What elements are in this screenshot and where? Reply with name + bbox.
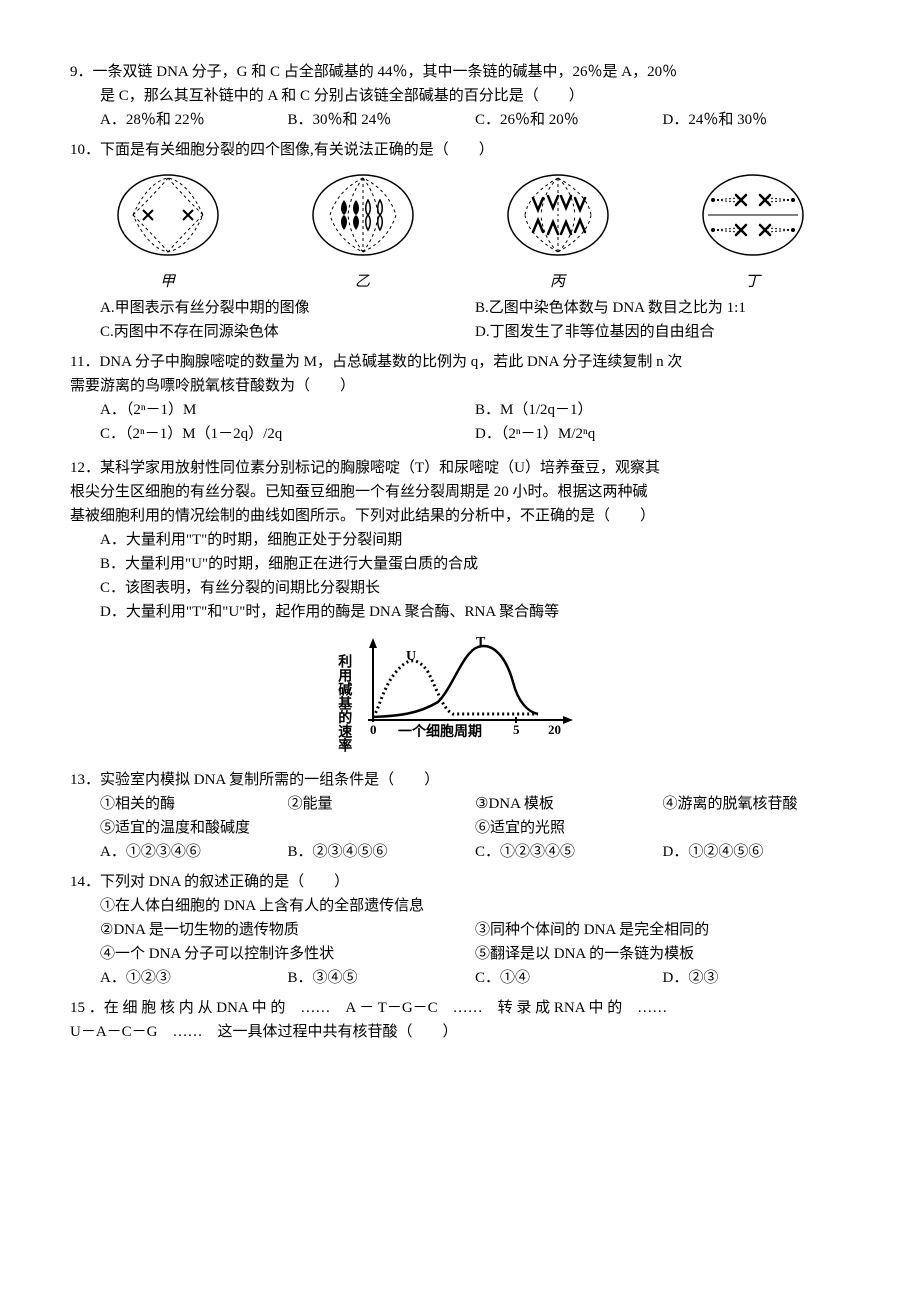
q13-item-3: ③DNA 模板 xyxy=(475,792,663,816)
q15-stem: 15 ．在 细 胞 核 内 从 DNA 中 的 …… A － T－G－C …… … xyxy=(70,996,850,1044)
q14-item-2: ②DNA 是一切生物的遗传物质 xyxy=(100,918,475,942)
q12-text-3: 基被细胞利用的情况绘制的曲线如图所示。下列对此结果的分析中，不正确的是（ ） xyxy=(70,504,850,528)
q10-opt-c: C.丙图中不存在同源染色体 xyxy=(100,320,475,344)
q14-text: 下列对 DNA 的叙述正确的是（ ） xyxy=(100,874,349,890)
q13-item-1: ①相关的酶 xyxy=(100,792,288,816)
q9-opt-d: D．24％和 30％ xyxy=(663,108,851,132)
q11-text-2: 需要游离的鸟嘌呤脱氧核苷酸数为（ ） xyxy=(70,374,850,398)
label-ding: 丁 xyxy=(698,270,808,294)
q12-opt-c: C．该图表明，有丝分裂的间期比分裂期长 xyxy=(100,576,850,600)
q13-number: 13． xyxy=(70,772,100,788)
q9-options: A．28％和 22％ B．30％和 24％ C．26％和 20％ D．24％和 … xyxy=(70,108,850,132)
xtick-5: 5 xyxy=(513,722,520,737)
q14-opt-d: D．②③ xyxy=(663,966,851,990)
q14-number: 14． xyxy=(70,874,100,890)
cell-figure-yi: 乙 xyxy=(308,170,418,294)
q14-item-1: ①在人体白细胞的 DNA 上含有人的全部遗传信息 xyxy=(100,894,850,918)
q9-text-1: 一条双链 DNA 分子，G 和 C 占全部碱基的 44％，其中一条链的碱基中，2… xyxy=(93,64,678,80)
q10-opt-a: A.甲图表示有丝分裂中期的图像 xyxy=(100,296,475,320)
q14-stem: 14．下列对 DNA 的叙述正确的是（ ） xyxy=(70,870,850,894)
q12-text-1: 某科学家用放射性同位素分别标记的胸腺嘧啶（T）和尿嘧啶（U）培养蚕豆，观察其 xyxy=(100,460,660,476)
q12-text-2: 根尖分生区细胞的有丝分裂。已知蚕豆细胞一个有丝分裂周期是 20 小时。根据这两种… xyxy=(70,480,850,504)
q13-opt-b: B．②③④⑤⑥ xyxy=(288,840,476,864)
q12-graph: 利用碱基的速率 U T 0 5 20 一个细胞周期 xyxy=(70,632,850,760)
xtick-20: 20 xyxy=(548,722,561,737)
q12-opt-b: B．大量利用"U"的时期，细胞正在进行大量蛋白质的合成 xyxy=(100,552,850,576)
q12-opt-d: D．大量利用"T"和"U"时，起作用的酶是 DNA 聚合酶、RNA 聚合酶等 xyxy=(100,600,850,624)
q13-opt-c: C．①②③④⑤ xyxy=(475,840,663,864)
question-9: 9．一条双链 DNA 分子，G 和 C 占全部碱基的 44％，其中一条链的碱基中… xyxy=(70,60,850,132)
q15-number: 15 ． xyxy=(70,1000,104,1016)
q11-opt-b: B．M（1/2q－1） xyxy=(475,398,850,422)
q10-opt-b: B.乙图中染色体数与 DNA 数目之比为 1:1 xyxy=(475,296,850,320)
label-bing: 丙 xyxy=(503,270,613,294)
question-12: 12．某科学家用放射性同位素分别标记的胸腺嘧啶（T）和尿嘧啶（U）培养蚕豆，观察… xyxy=(70,456,850,760)
q14-item-5: ⑤翻译是以 DNA 的一条链为模板 xyxy=(475,942,850,966)
q11-opt-a: A．（2ⁿ－1）M xyxy=(100,398,475,422)
q9-opt-c: C．26％和 20％ xyxy=(475,108,663,132)
q9-opt-a: A．28％和 22％ xyxy=(100,108,288,132)
q12-number: 12． xyxy=(70,460,100,476)
q10-number: 10． xyxy=(70,142,100,158)
q12-opt-a: A．大量利用"T"的时期，细胞正处于分裂间期 xyxy=(100,528,850,552)
q13-options: A．①②③④⑥ B．②③④⑤⑥ C．①②③④⑤ D．①②④⑤⑥ xyxy=(70,840,850,864)
q10-options: A.甲图表示有丝分裂中期的图像 B.乙图中染色体数与 DNA 数目之比为 1:1… xyxy=(70,296,850,344)
q10-stem: 10．下面是有关细胞分裂的四个图像,有关说法正确的是（ ） xyxy=(70,138,850,162)
q9-number: 9． xyxy=(70,64,93,80)
q11-options: A．（2ⁿ－1）M B．M（1/2q－1） C．（2ⁿ－1）M（1－2q）/2q… xyxy=(70,398,850,446)
q13-opt-a: A．①②③④⑥ xyxy=(100,840,288,864)
question-14: 14．下列对 DNA 的叙述正确的是（ ） ①在人体白细胞的 DNA 上含有人的… xyxy=(70,870,850,990)
label-jia: 甲 xyxy=(113,270,223,294)
label-u: U xyxy=(406,649,416,664)
q12-options: A．大量利用"T"的时期，细胞正处于分裂间期 B．大量利用"U"的时期，细胞正在… xyxy=(70,528,850,624)
q13-item-6: ⑥适宜的光照 xyxy=(475,816,850,840)
graph-xlabel: 一个细胞周期 xyxy=(398,723,482,740)
cell-figure-ding: 丁 xyxy=(698,170,808,294)
q9-opt-b: B．30％和 24％ xyxy=(288,108,476,132)
label-t: T xyxy=(476,635,486,650)
q11-number: 11． xyxy=(70,354,99,370)
q14-opt-a: A．①②③ xyxy=(100,966,288,990)
question-10: 10．下面是有关细胞分裂的四个图像,有关说法正确的是（ ） 甲 xyxy=(70,138,850,344)
q13-items: ①相关的酶 ②能量 ③DNA 模板 ④游离的脱氧核苷酸 ⑤适宜的温度和酸碱度 ⑥… xyxy=(70,792,850,840)
q13-item-5: ⑤适宜的温度和酸碱度 xyxy=(100,816,475,840)
q14-item-4: ④一个 DNA 分子可以控制许多性状 xyxy=(100,942,475,966)
q12-stem: 12．某科学家用放射性同位素分别标记的胸腺嘧啶（T）和尿嘧啶（U）培养蚕豆，观察… xyxy=(70,456,850,528)
question-13: 13．实验室内模拟 DNA 复制所需的一组条件是（ ） ①相关的酶 ②能量 ③D… xyxy=(70,768,850,864)
q13-stem: 13．实验室内模拟 DNA 复制所需的一组条件是（ ） xyxy=(70,768,850,792)
q15-text-2: U－A－C－G …… 这一具体过程中共有核苷酸（ ） xyxy=(70,1020,850,1044)
q11-opt-c: C．（2ⁿ－1）M（1－2q）/2q xyxy=(100,422,475,446)
graph-ylabel: 利用碱基的速率 xyxy=(332,654,354,752)
xtick-0: 0 xyxy=(370,722,377,737)
cell-figure-jia: 甲 xyxy=(113,170,223,294)
q11-opt-d: D．（2ⁿ－1）M/2ⁿq xyxy=(475,422,850,446)
q14-item-3: ③同种个体间的 DNA 是完全相同的 xyxy=(475,918,850,942)
q14-options: A．①②③ B．③④⑤ C．①④ D．②③ xyxy=(70,966,850,990)
q13-item-4: ④游离的脱氧核苷酸 xyxy=(663,792,851,816)
q9-stem: 9．一条双链 DNA 分子，G 和 C 占全部碱基的 44％，其中一条链的碱基中… xyxy=(70,60,850,108)
q14-opt-b: B．③④⑤ xyxy=(288,966,476,990)
q14-items: ①在人体白细胞的 DNA 上含有人的全部遗传信息 ②DNA 是一切生物的遗传物质… xyxy=(70,894,850,966)
q13-text: 实验室内模拟 DNA 复制所需的一组条件是（ ） xyxy=(100,772,439,788)
q15-text-1: 在 细 胞 核 内 从 DNA 中 的 …… A － T－G－C …… 转 录 … xyxy=(104,1000,668,1016)
curve-u xyxy=(373,661,538,717)
q13-item-2: ②能量 xyxy=(288,792,476,816)
q9-text-2: 是 C，那么其互补链中的 A 和 C 分别占该链全部碱基的百分比是（ ） xyxy=(70,84,850,108)
question-15: 15 ．在 细 胞 核 内 从 DNA 中 的 …… A － T－G－C …… … xyxy=(70,996,850,1044)
cell-figure-bing: 丙 xyxy=(503,170,613,294)
q14-opt-c: C．①④ xyxy=(475,966,663,990)
label-yi: 乙 xyxy=(308,270,418,294)
q13-opt-d: D．①②④⑤⑥ xyxy=(663,840,851,864)
q10-opt-d: D.丁图发生了非等位基因的自由组合 xyxy=(475,320,850,344)
curve-t xyxy=(373,646,538,717)
q11-text-1: DNA 分子中胸腺嘧啶的数量为 M，占总碱基数的比例为 q，若此 DNA 分子连… xyxy=(99,354,682,370)
q11-stem: 11．DNA 分子中胸腺嘧啶的数量为 M，占总碱基数的比例为 q，若此 DNA … xyxy=(70,350,850,398)
question-11: 11．DNA 分子中胸腺嘧啶的数量为 M，占总碱基数的比例为 q，若此 DNA … xyxy=(70,350,850,446)
q10-text: 下面是有关细胞分裂的四个图像,有关说法正确的是（ ） xyxy=(100,142,494,158)
q10-figures: 甲 乙 xyxy=(70,170,850,294)
